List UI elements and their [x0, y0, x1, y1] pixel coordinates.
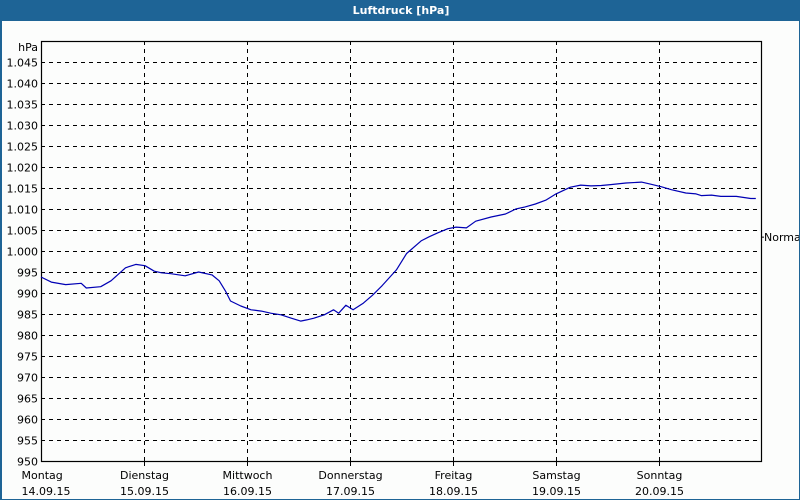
pressure-series-line: [40, 181, 756, 322]
window-title: Luftdruck [hPa]: [1, 1, 800, 21]
chart-area: 950 955 960 965 970 975 980 985 990 995 1.000 1.005…: [2, 21, 799, 499]
x-tick-date-label: 14.09.15: [22, 485, 71, 498]
x-tick-day-label: Donnerstag: [318, 469, 382, 482]
y-tick-label: 965: [17, 393, 38, 406]
y-tick-label: 990: [17, 288, 38, 301]
y-tick-label: 995: [17, 267, 38, 280]
x-tick-date-label: 19.09.15: [532, 485, 581, 498]
y-tick-label: 1.015: [7, 183, 39, 196]
y-tick-label: 1.035: [7, 99, 39, 112]
y-tick-label: 1.040: [7, 78, 39, 91]
x-tick-day-label: Freitag: [435, 469, 473, 482]
y-tick-label: 950: [17, 456, 38, 469]
y-tick-label: 1.020: [7, 162, 39, 175]
x-tick-day-label: Montag: [22, 469, 63, 482]
plot-frame: [40, 40, 763, 463]
x-tick-date-label: 15.09.15: [120, 485, 169, 498]
y-tick-label: 985: [17, 309, 38, 322]
x-tick-day-label: Mittwoch: [223, 469, 273, 482]
y-tick-label: 1.000: [7, 246, 39, 259]
x-tick-day-label: Sonntag: [637, 469, 683, 482]
x-tick-date-label: 18.09.15: [429, 485, 478, 498]
y-tick-label: 970: [17, 372, 38, 385]
y-tick-label: 980: [17, 330, 38, 343]
x-tick-date-label: 16.09.15: [223, 485, 272, 498]
y-tick-label: 1.045: [7, 57, 39, 70]
y-tick-label: 955: [17, 435, 38, 448]
y-tick-label: 1.010: [7, 204, 39, 217]
y-tick-label: 960: [17, 414, 38, 427]
y-tick-label: 975: [17, 351, 38, 364]
y-tick-label: 1.030: [7, 120, 39, 133]
x-tick-date-label: 20.09.15: [635, 485, 684, 498]
y-tick-label: 1.025: [7, 141, 39, 154]
pressure-chart: 950 955 960 965 970 975 980 985 990 995 1.000 1.005…: [7, 40, 799, 498]
y-axis-unit-label: hPa: [18, 41, 38, 54]
x-tick-day-label: Dienstag: [120, 469, 169, 482]
normal-annotation-label: Normal: [764, 231, 799, 244]
y-tick-label: 1.005: [7, 225, 39, 238]
x-tick-day-label: Samstag: [532, 469, 580, 482]
x-tick-date-label: 17.09.15: [326, 485, 375, 498]
